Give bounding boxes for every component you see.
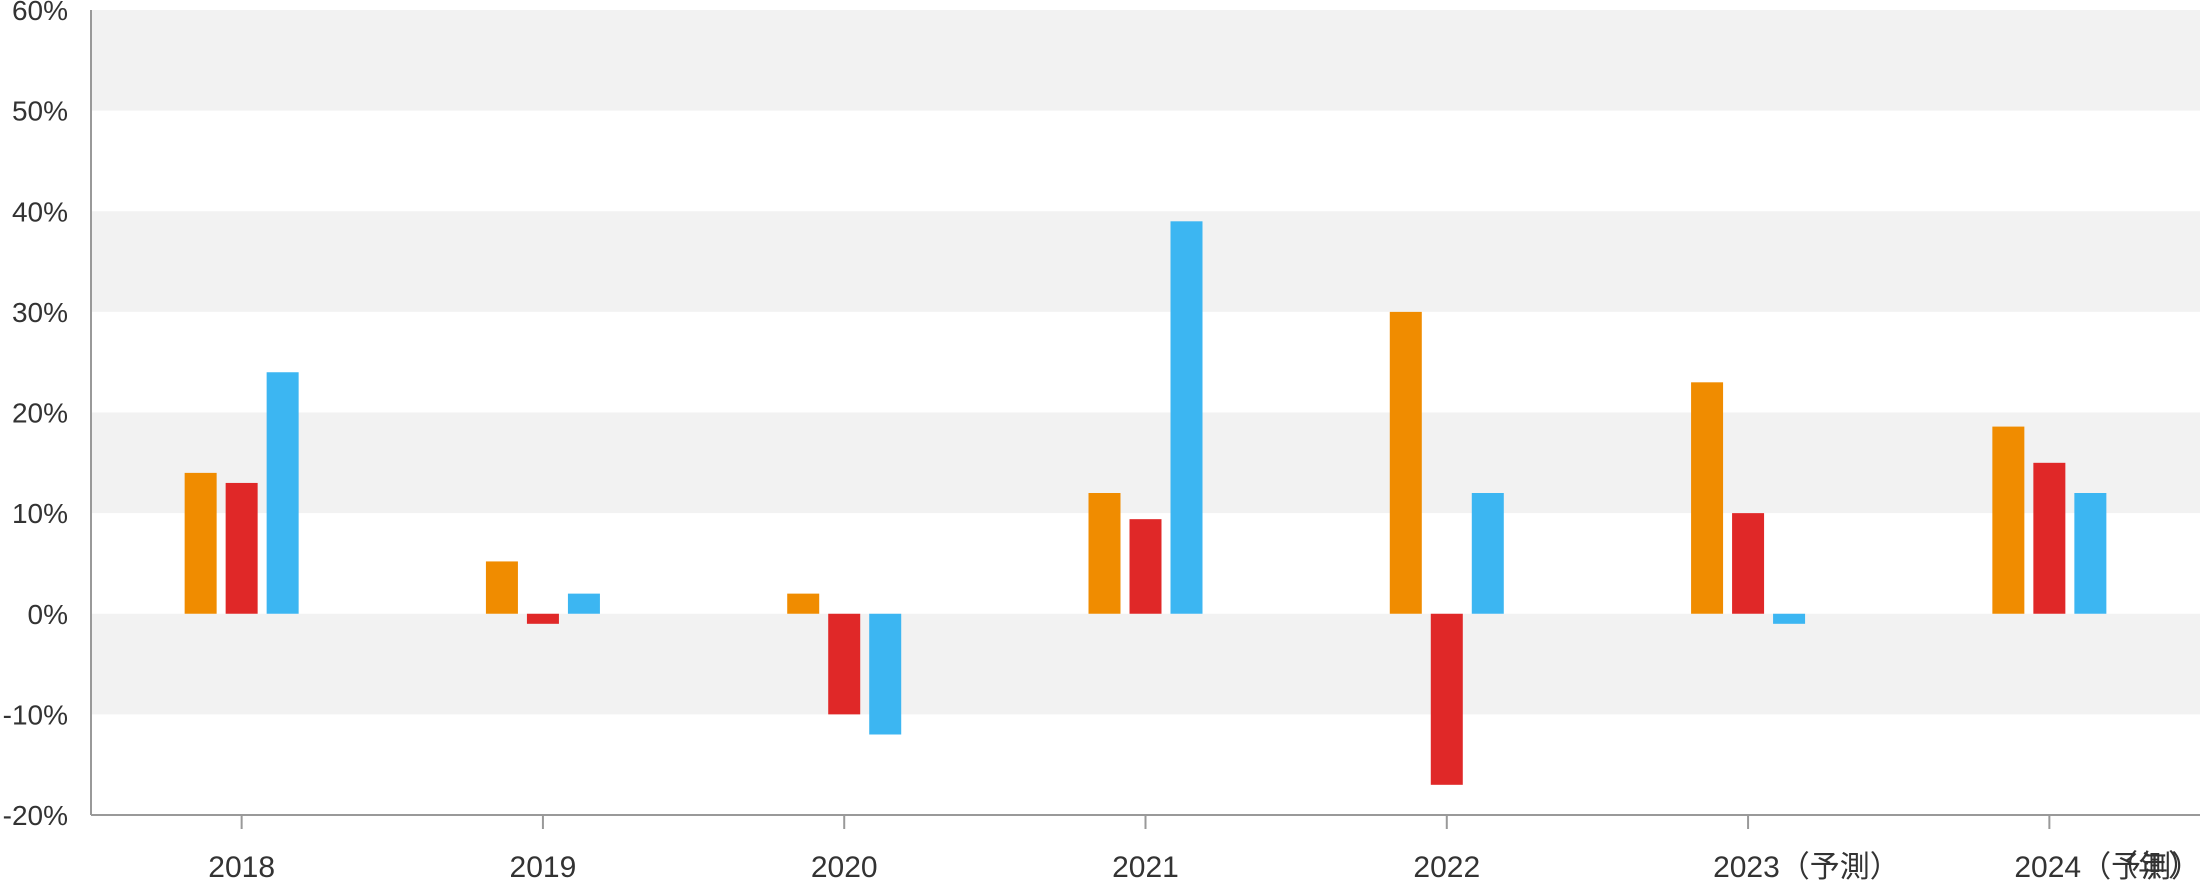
bar bbox=[828, 613, 861, 715]
grid-band bbox=[91, 412, 2200, 514]
bar bbox=[1389, 311, 1422, 614]
x-tick-label: 2020 bbox=[811, 851, 878, 880]
y-tick-label: 50% bbox=[12, 96, 68, 127]
bar bbox=[2074, 493, 2107, 614]
bar bbox=[1691, 382, 1724, 614]
y-tick-label: -10% bbox=[3, 699, 68, 730]
bar bbox=[1471, 493, 1504, 614]
bar bbox=[225, 482, 258, 614]
grid-band bbox=[91, 10, 2200, 111]
bar bbox=[485, 561, 518, 614]
bar bbox=[1773, 613, 1806, 624]
bar bbox=[567, 593, 600, 614]
y-tick-label: 10% bbox=[12, 498, 68, 529]
bar bbox=[1732, 513, 1765, 614]
x-tick-label: 2019 bbox=[510, 851, 577, 880]
x-tick-label: 2024（予測） bbox=[2014, 851, 2200, 880]
bar bbox=[526, 613, 559, 624]
bar bbox=[787, 593, 820, 614]
y-tick-label: 40% bbox=[12, 196, 68, 227]
grid-band bbox=[91, 613, 2200, 715]
x-tick-label: 2021 bbox=[1112, 851, 1179, 880]
grid-band bbox=[91, 211, 2200, 312]
x-tick-labels: 2018 2019 2020 2021 2022 2023（予測） 2024（予測） bbox=[208, 851, 2200, 880]
bar bbox=[184, 472, 217, 614]
grid-bands bbox=[91, 10, 2200, 715]
y-tick-labels: -20% -10% 0% 10% 20% 30% 40% 50% 60% bbox=[3, 0, 68, 831]
y-tick-label: 0% bbox=[28, 599, 68, 630]
bar bbox=[869, 613, 902, 735]
bar bbox=[266, 372, 299, 614]
bar bbox=[1088, 493, 1121, 614]
y-tick-label: 30% bbox=[12, 297, 68, 328]
axes-group bbox=[90, 10, 2200, 829]
y-tick-label: 60% bbox=[12, 0, 68, 26]
x-unit-label: （年） bbox=[2108, 850, 2198, 880]
x-tick-label: 2018 bbox=[208, 851, 275, 880]
bar bbox=[2033, 462, 2066, 614]
x-tick-label: 2022 bbox=[1413, 851, 1480, 880]
bar bbox=[1129, 519, 1162, 614]
bar bbox=[1430, 613, 1463, 785]
x-tick-label: 2023（予測） bbox=[1713, 851, 1900, 880]
y-tick-label: 20% bbox=[12, 398, 68, 429]
bar bbox=[1170, 221, 1203, 614]
bars-group bbox=[184, 221, 2107, 785]
bar bbox=[1992, 426, 2025, 614]
y-tick-label: -20% bbox=[3, 800, 68, 831]
